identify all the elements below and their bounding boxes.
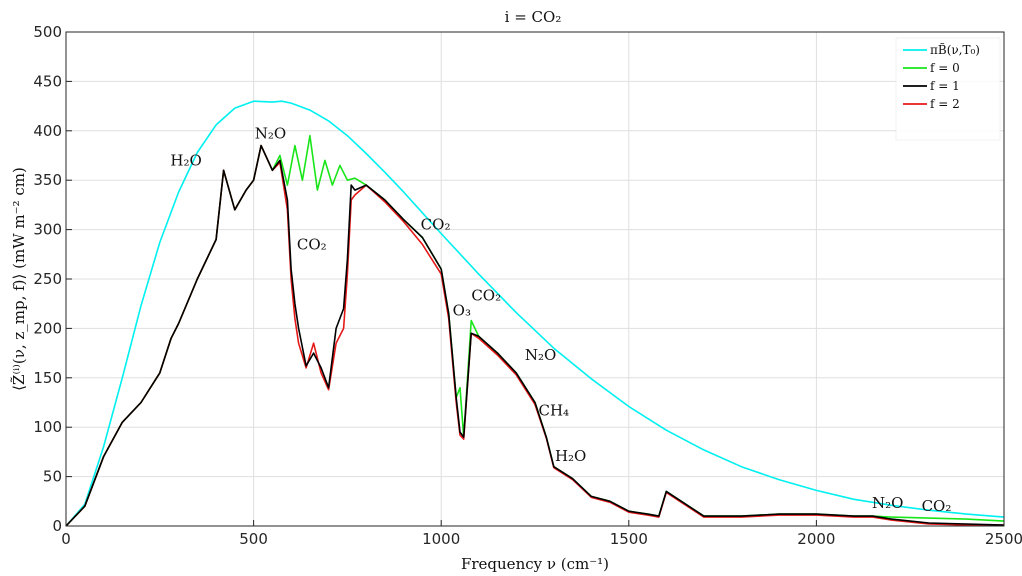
legend-box xyxy=(895,37,1001,141)
legend-label-1: f = 0 xyxy=(930,61,960,75)
y-tick-label: 400 xyxy=(33,122,62,140)
y-tick-label: 0 xyxy=(52,517,62,535)
annotation-label: CO₂ xyxy=(471,287,501,305)
y-tick-label: 350 xyxy=(33,171,62,189)
y-tick-label: 500 xyxy=(33,23,62,41)
legend-label-2: f = 1 xyxy=(930,79,960,93)
y-tick-label: 200 xyxy=(33,319,62,337)
x-tick-label: 500 xyxy=(239,530,268,548)
legend-label-3: f = 2 xyxy=(930,97,960,111)
x-tick-label: 2500 xyxy=(985,530,1022,548)
y-tick-label: 100 xyxy=(33,418,62,436)
series-line-2 xyxy=(65,144,1005,527)
y-tick-label: 300 xyxy=(33,221,62,239)
y-tick-label: 50 xyxy=(43,468,62,486)
annotation-label: N₂O xyxy=(525,346,556,364)
annotation-label: H₂O xyxy=(555,447,586,465)
annotation-label: CO₂ xyxy=(922,497,952,515)
y-tick-label: 150 xyxy=(33,369,62,387)
chart-title: i = CO₂ xyxy=(505,8,562,26)
annotation-label: O₃ xyxy=(453,302,471,320)
annotation-label: CH₄ xyxy=(538,401,569,419)
y-tick-label: 250 xyxy=(33,270,62,288)
series-line-0 xyxy=(65,100,1005,527)
annotation-label: CO₂ xyxy=(421,216,451,234)
x-axis-label: Frequency ν (cm⁻¹) xyxy=(461,555,609,573)
y-axis-label: ⟨Z̃⁽ⁱ⁾(ν, z_mp, f)⟩ (mW m⁻² cm) xyxy=(10,167,28,391)
ticks: 0 500 1000 1500 2000 2500 0 50 100 150 200 250 300 35… xyxy=(33,23,1022,548)
legend: πB̃(ν,T₀) f = 0 f = 1 f = 2 xyxy=(895,37,1001,141)
series-layer xyxy=(65,100,1005,527)
x-tick-label: 2000 xyxy=(797,530,835,548)
annotation-label: N₂O xyxy=(255,125,286,143)
legend-label-0: πB̃(ν,T₀) xyxy=(930,42,980,57)
x-tick-label: 1000 xyxy=(422,530,460,548)
x-tick-label: 0 xyxy=(61,530,71,548)
annotation-label: N₂O xyxy=(872,494,903,512)
annotation-label: CO₂ xyxy=(297,235,327,253)
annotation-label: H₂O xyxy=(170,151,201,169)
x-tick-label: 1500 xyxy=(610,530,648,548)
y-tick-label: 450 xyxy=(33,72,62,90)
